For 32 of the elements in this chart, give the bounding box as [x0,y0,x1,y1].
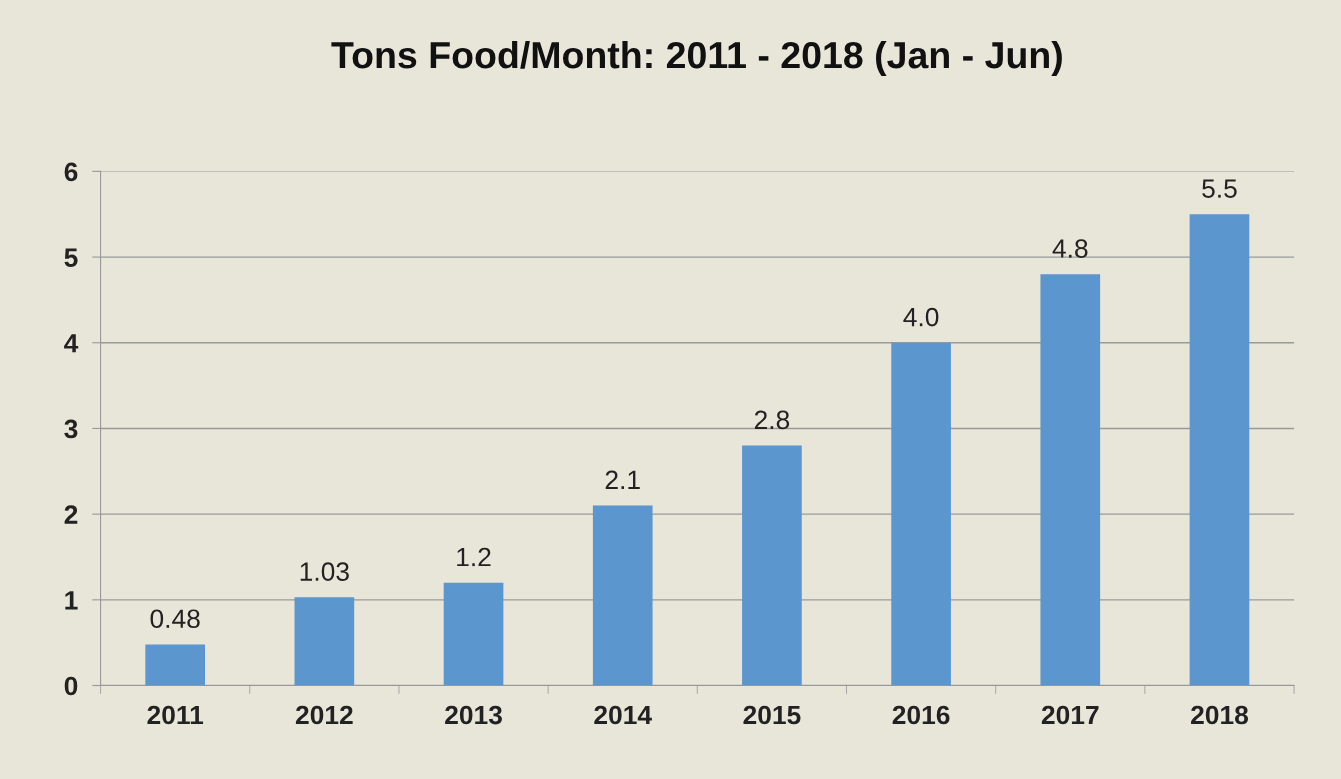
y-tick-label: 2 [64,505,78,524]
x-tick-label: 2014 [594,705,652,725]
data-label: 0.48 [150,609,200,629]
bar [1189,214,1250,686]
bar [742,445,802,686]
y-tick-label: 0 [64,676,78,696]
x-tick-label: 2017 [1041,705,1099,725]
bar [443,582,504,686]
data-label: 1.2 [457,547,491,567]
bar [891,342,951,686]
x-tick-label: 2016 [892,705,950,725]
data-label: 1.03 [300,562,349,581]
data-label: 5.5 [1202,179,1237,198]
data-label: 2.1 [605,470,640,489]
y-tick-label: 6 [64,162,78,182]
y-tick-label: 4 [64,334,79,353]
bar [592,505,653,686]
x-tick-label: 2012 [295,705,353,725]
x-tick-label: 2018 [1191,705,1249,725]
data-label: 4.0 [903,307,939,327]
data-label: 4.8 [1052,239,1088,258]
chart-title: Tons Food/Month: 2011 - 2018 (Jan - Jun) [331,40,1062,76]
y-tick-label: 1 [65,591,78,610]
bar [145,644,206,686]
x-tick-label: 2013 [445,705,502,725]
y-tick-label: 5 [64,248,78,267]
data-label: 2.8 [754,410,790,430]
x-tick-label: 2015 [743,705,801,725]
bar [294,597,355,686]
y-tick-label: 3 [64,419,78,439]
x-tick-label: 2011 [147,705,204,725]
bar [1040,274,1101,686]
